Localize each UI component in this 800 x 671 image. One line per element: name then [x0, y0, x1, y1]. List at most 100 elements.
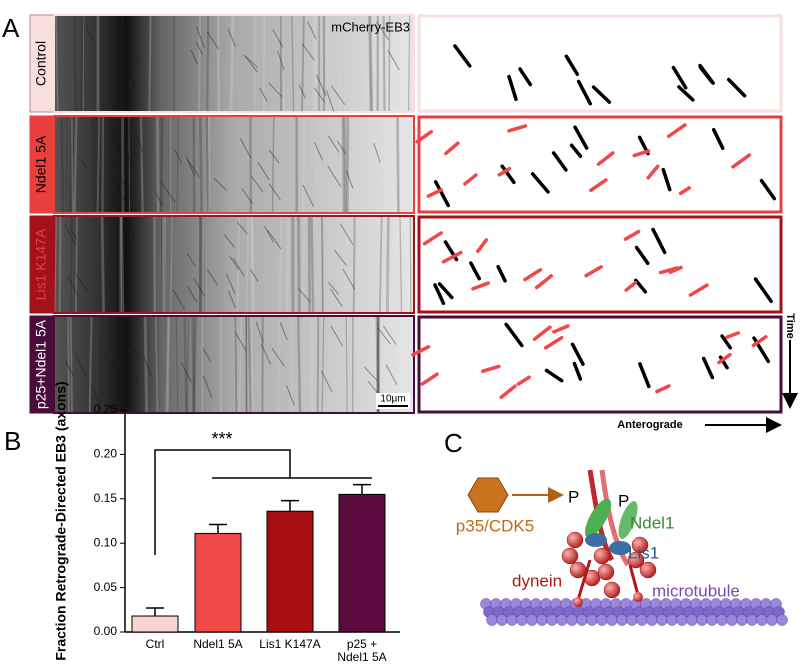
kymo-streak	[376, 116, 382, 213]
dynein-ring	[639, 561, 657, 579]
dynein-stalk	[599, 469, 631, 567]
model-diagram	[467, 469, 788, 626]
kymo-streak	[386, 216, 392, 313]
kymo-streak	[301, 15, 305, 112]
comet-track	[469, 261, 481, 281]
dynein-ring	[627, 551, 645, 569]
kymo-comet	[127, 361, 139, 382]
comet-track	[678, 186, 691, 196]
bar	[338, 493, 386, 633]
kymo-comet	[229, 256, 240, 271]
kymo-comet	[223, 234, 235, 248]
kymo-streak	[154, 316, 159, 413]
kymo-comet	[227, 28, 237, 48]
comet-track	[655, 384, 671, 394]
kymo-streak	[107, 116, 113, 213]
kymo-streak	[343, 15, 348, 112]
kinase-hexagon	[467, 477, 509, 513]
kymo-streak	[407, 15, 411, 112]
bar	[131, 615, 179, 633]
kymo-comet	[385, 364, 398, 385]
tracing-panel	[417, 14, 783, 113]
kymo-streak	[183, 316, 188, 413]
kymo-streak	[369, 216, 373, 313]
comet-track	[646, 164, 660, 180]
kymo-comet	[268, 82, 283, 98]
kymo-streak	[113, 116, 118, 213]
kymo-streak	[345, 116, 350, 213]
comet-track	[552, 324, 570, 334]
comet-track	[725, 331, 740, 339]
kymo-streak	[55, 15, 59, 112]
kymo-streak	[277, 316, 281, 413]
kymo-comet	[206, 31, 220, 50]
kymo-comet	[342, 268, 356, 290]
kymo-comet	[382, 325, 397, 345]
dynein-head	[573, 597, 583, 607]
kymo-streak	[301, 216, 305, 313]
kymo-streak	[88, 316, 93, 413]
comet-track	[463, 173, 478, 186]
kymograph	[53, 215, 415, 314]
kymo-comet	[314, 142, 324, 161]
kymo-streak	[155, 116, 160, 213]
comet-track	[666, 123, 687, 139]
lis1-shape	[585, 533, 607, 547]
kymo-comet	[257, 162, 270, 181]
comet-track	[569, 143, 583, 159]
kymo-comet	[120, 179, 134, 198]
y-tick-label: 0.00	[94, 624, 118, 638]
kymo-comet	[268, 149, 280, 164]
kymo-comet	[250, 174, 264, 193]
kymo-streak	[191, 316, 196, 413]
comet-track	[504, 322, 524, 348]
kymo-comet	[181, 362, 192, 383]
comet-track	[518, 67, 533, 87]
kymo-streak	[303, 316, 307, 413]
kymo-streak	[70, 116, 74, 213]
kymo-streak	[139, 116, 144, 213]
kymo-comet	[267, 229, 282, 250]
kymograph	[53, 115, 415, 214]
kymo-comet	[326, 89, 335, 112]
kymo-comet	[298, 84, 306, 99]
panel-label: A	[2, 13, 20, 43]
comet-track	[572, 361, 583, 381]
kymo-streak	[236, 216, 241, 313]
tubulin	[776, 614, 788, 626]
comet-track	[500, 164, 516, 185]
row-label-strip	[29, 115, 55, 214]
kymo-streak	[90, 316, 93, 413]
comet-track	[415, 129, 434, 144]
y-tick-label: 0.05	[94, 580, 118, 594]
kymo-comet	[187, 286, 197, 303]
kymo-streak	[67, 316, 70, 413]
comet-track	[688, 283, 709, 297]
kymo-streak	[251, 216, 254, 313]
comet-track	[441, 250, 463, 264]
kymo-streak	[128, 116, 131, 213]
kymo-streak	[80, 15, 84, 112]
kymo-streak	[186, 316, 190, 413]
kymo-comet	[161, 182, 176, 203]
kymo-streak	[75, 216, 78, 313]
kymo-streak	[100, 216, 105, 313]
kymo-comet	[174, 149, 183, 164]
kymo-streak	[162, 216, 165, 313]
kymo-comet	[195, 26, 205, 48]
kymo-streak	[377, 116, 381, 213]
kymo-comet	[126, 339, 141, 359]
row-label: p25+Ndel1 5A	[33, 319, 49, 409]
ndel1-shape	[585, 498, 611, 538]
kymo-comet	[119, 386, 131, 404]
kymo-comet	[345, 170, 354, 189]
y-axis-title: Fraction Retrograde-Directed EB3 (axons)	[53, 381, 69, 660]
comet-track	[532, 325, 552, 341]
lis1-label: Lis1	[628, 543, 659, 562]
comet-track	[499, 384, 517, 399]
kymo-streak	[271, 116, 275, 213]
comet-track	[589, 178, 608, 193]
kymo-streak	[262, 15, 266, 112]
dynein-label: dynein	[512, 571, 562, 590]
comet-track	[753, 277, 773, 304]
